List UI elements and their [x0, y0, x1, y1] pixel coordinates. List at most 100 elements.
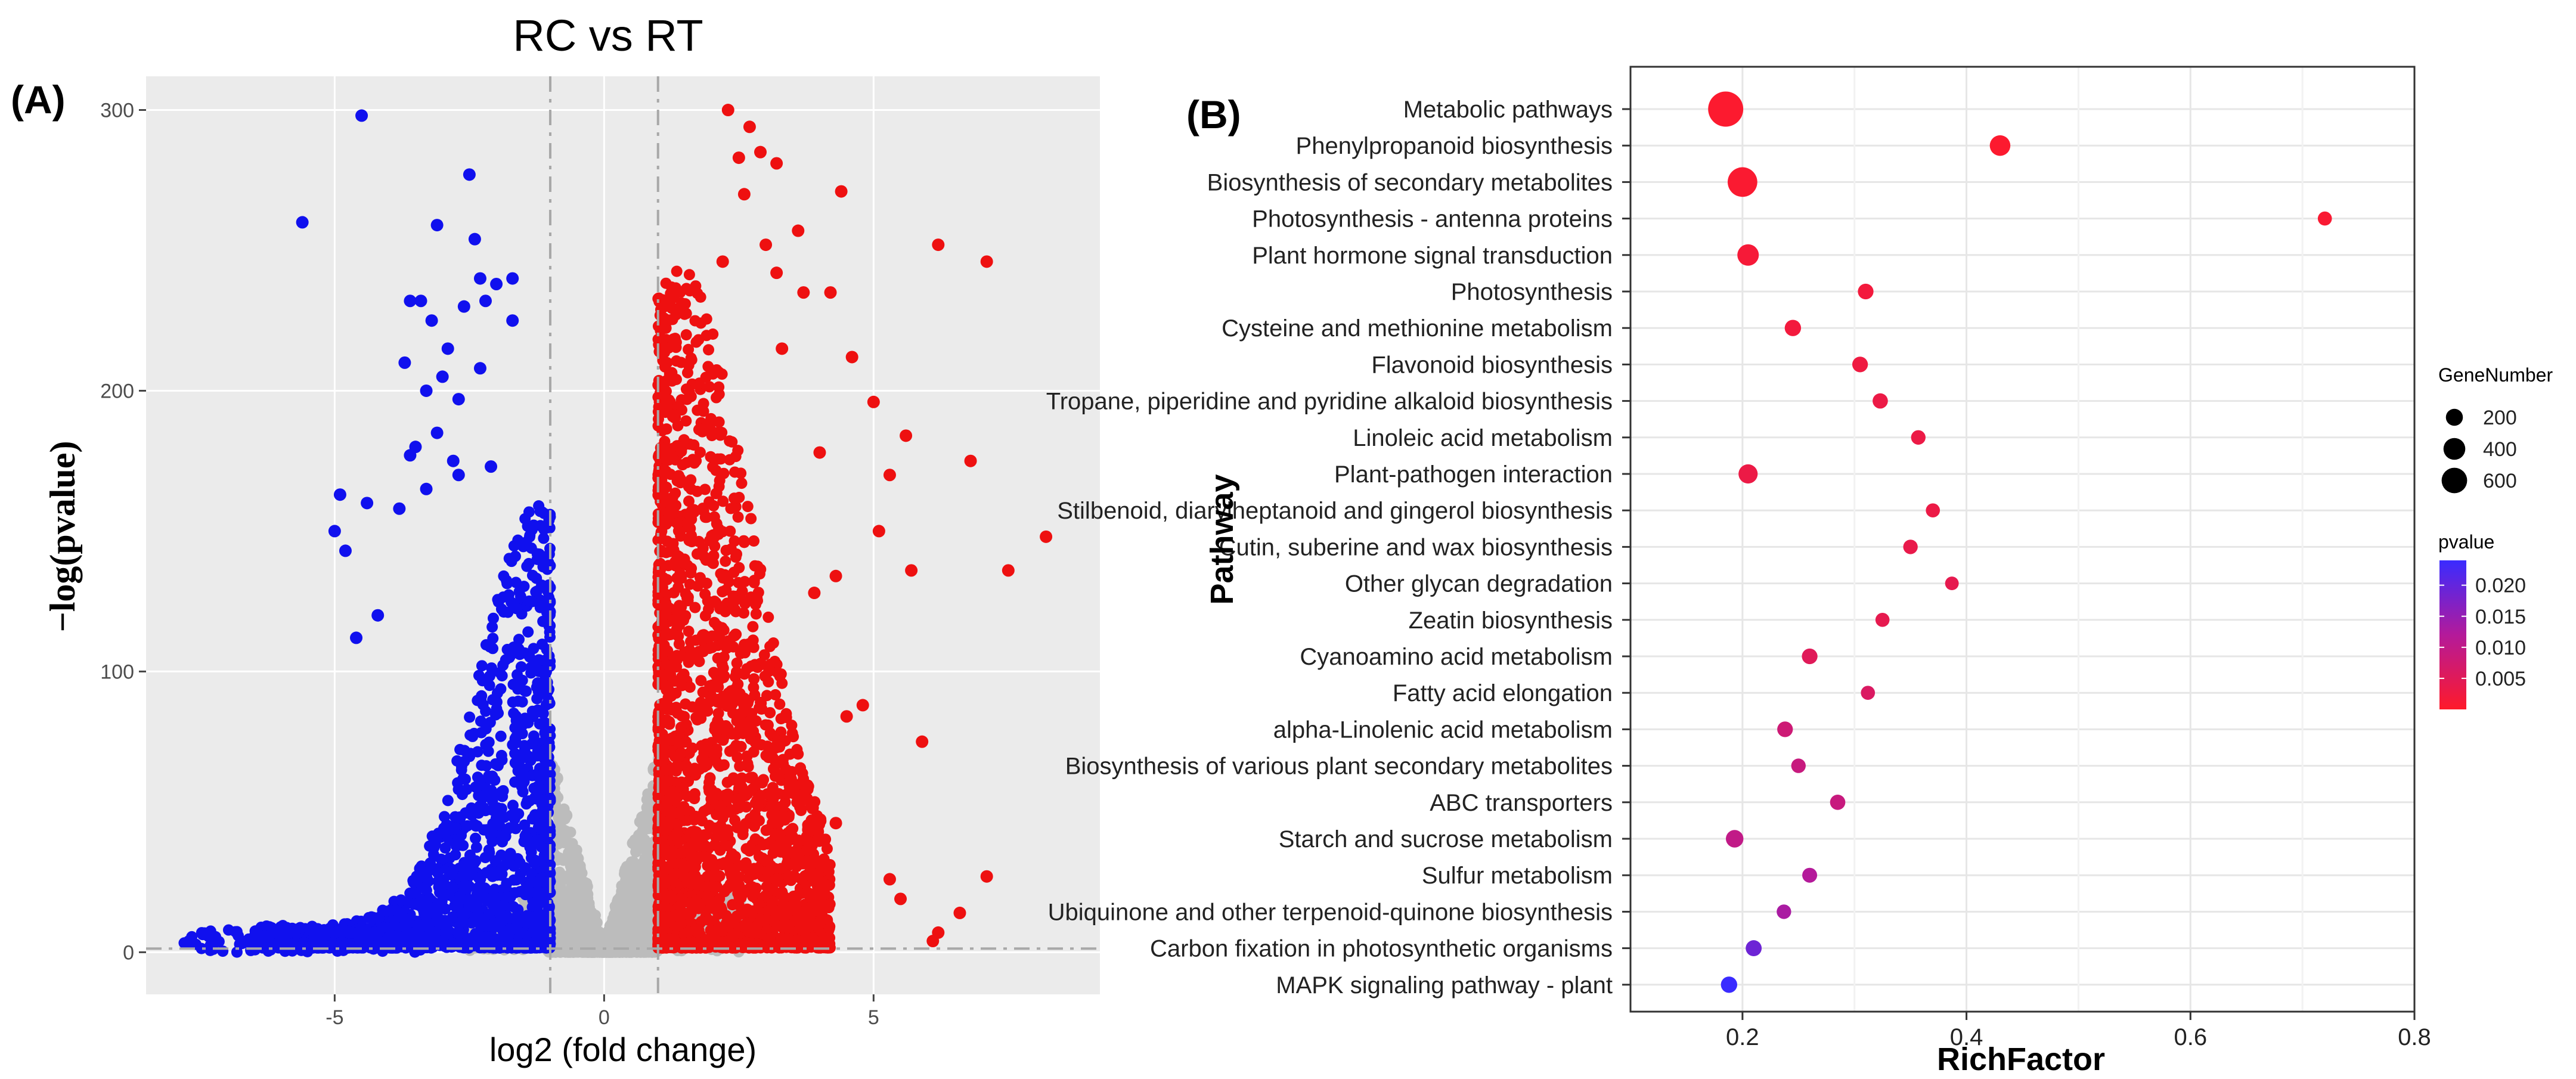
volcano-point-down	[543, 514, 555, 526]
volcano-point-down	[540, 807, 552, 819]
volcano-point-up	[745, 513, 757, 525]
volcano-point-down	[470, 928, 482, 940]
volcano-point-up	[684, 522, 696, 534]
volcano-point-down	[531, 681, 543, 693]
volcano-point-up	[698, 851, 710, 863]
volcano-point-up	[670, 282, 682, 294]
volcano-point-ns	[621, 944, 633, 956]
volcano-point-up	[820, 833, 832, 845]
volcano-point-down	[486, 789, 498, 801]
volcano-point-down	[432, 867, 444, 879]
volcano-point-up	[702, 804, 714, 816]
volcano-point-down	[544, 655, 556, 667]
volcano-point-down	[536, 638, 548, 650]
volcano-point-up	[791, 779, 803, 790]
volcano-point-down	[519, 513, 531, 525]
volcano-point-down	[529, 809, 541, 821]
volcano-point-ns	[639, 925, 651, 937]
volcano-point-ns	[635, 945, 647, 957]
volcano-point-down	[419, 919, 431, 931]
volcano-point-down	[539, 727, 551, 739]
volcano-point-down	[419, 881, 431, 893]
volcano-downregulated-points	[178, 109, 556, 958]
volcano-point-down	[436, 370, 449, 383]
volcano-point-up	[748, 535, 760, 547]
volcano-point-down	[526, 596, 538, 607]
volcano-point-down	[296, 216, 309, 229]
volcano-point-down	[534, 718, 545, 730]
volcano-point-down	[542, 897, 554, 909]
volcano-point-down	[510, 874, 522, 886]
volcano-point-up	[703, 344, 715, 356]
volcano-point-down	[454, 927, 466, 939]
volcano-point-down	[505, 810, 517, 821]
volcano-point-down	[442, 795, 454, 807]
volcano-point-ns	[559, 854, 571, 866]
volcano-point-down	[443, 889, 455, 901]
volcano-point-up	[711, 392, 723, 404]
volcano-point-up	[713, 381, 725, 393]
volcano-point-down	[510, 941, 522, 953]
volcano-point-down	[498, 606, 510, 618]
volcano-point-down	[532, 833, 544, 845]
volcano-point-down	[427, 840, 439, 852]
volcano-point-up	[703, 785, 715, 797]
volcano-point-down	[507, 799, 519, 811]
volcano-point-down	[473, 362, 486, 375]
volcano-point-up	[775, 801, 787, 813]
volcano-point-down	[479, 294, 492, 308]
volcano-point-up	[751, 592, 763, 604]
volcano-point-down	[504, 891, 516, 903]
volcano-point-up	[764, 727, 776, 739]
volcano-point-down	[532, 704, 544, 716]
volcano-point-down	[528, 643, 540, 655]
volcano-point-down	[533, 875, 545, 887]
volcano-point-ns	[612, 935, 624, 947]
volcano-point-ns	[630, 846, 642, 858]
volcano-point-down	[525, 667, 537, 679]
volcano-point-up	[707, 461, 719, 473]
volcano-point-up	[729, 466, 741, 478]
volcano-point-ns	[633, 829, 645, 841]
volcano-point-down	[284, 926, 296, 938]
volcano-point-down	[480, 931, 492, 943]
volcano-point-up	[683, 535, 695, 547]
volcano-point-down	[457, 300, 470, 313]
volcano-point-down	[450, 849, 461, 861]
volcano-point-down	[463, 880, 475, 892]
volcano-point-down	[334, 925, 346, 937]
volcano-point-down	[328, 525, 341, 538]
volcano-point-down	[519, 819, 531, 831]
volcano-point-ns	[558, 836, 570, 848]
volcano-point-down	[542, 559, 554, 571]
volcano-point-up	[740, 863, 752, 875]
volcano-point-up	[748, 673, 760, 685]
volcano-point-down	[477, 914, 489, 926]
volcano-point-up	[730, 666, 742, 678]
volcano-point-down	[346, 926, 358, 938]
volcano-point-ns	[594, 936, 606, 948]
volcano-point-down	[486, 836, 498, 848]
volcano-point-down	[461, 859, 473, 871]
volcano-point-down	[466, 802, 478, 814]
volcano-point-down	[398, 356, 411, 369]
volcano-point-up	[688, 504, 700, 516]
volcano-point-down	[543, 875, 555, 887]
volcano-point-down	[377, 904, 389, 916]
volcano-point-ns	[604, 944, 616, 956]
volcano-point-up	[652, 320, 664, 332]
volcano-point-down	[512, 765, 524, 777]
volcano-point-up	[739, 818, 751, 830]
volcano-point-up	[732, 511, 744, 523]
volcano-point-down	[337, 944, 349, 956]
volcano-point-ns	[572, 852, 584, 864]
volcano-point-down	[470, 781, 482, 793]
volcano-point-down	[514, 591, 526, 603]
volcano-point-down	[539, 825, 551, 837]
volcano-point-down	[455, 764, 467, 776]
volcano-point-ns	[638, 840, 650, 852]
volcano-point-ns	[641, 911, 653, 923]
volcano-point-up	[755, 703, 767, 715]
volcano-point-up	[750, 779, 762, 791]
volcano-point-up	[727, 772, 739, 784]
